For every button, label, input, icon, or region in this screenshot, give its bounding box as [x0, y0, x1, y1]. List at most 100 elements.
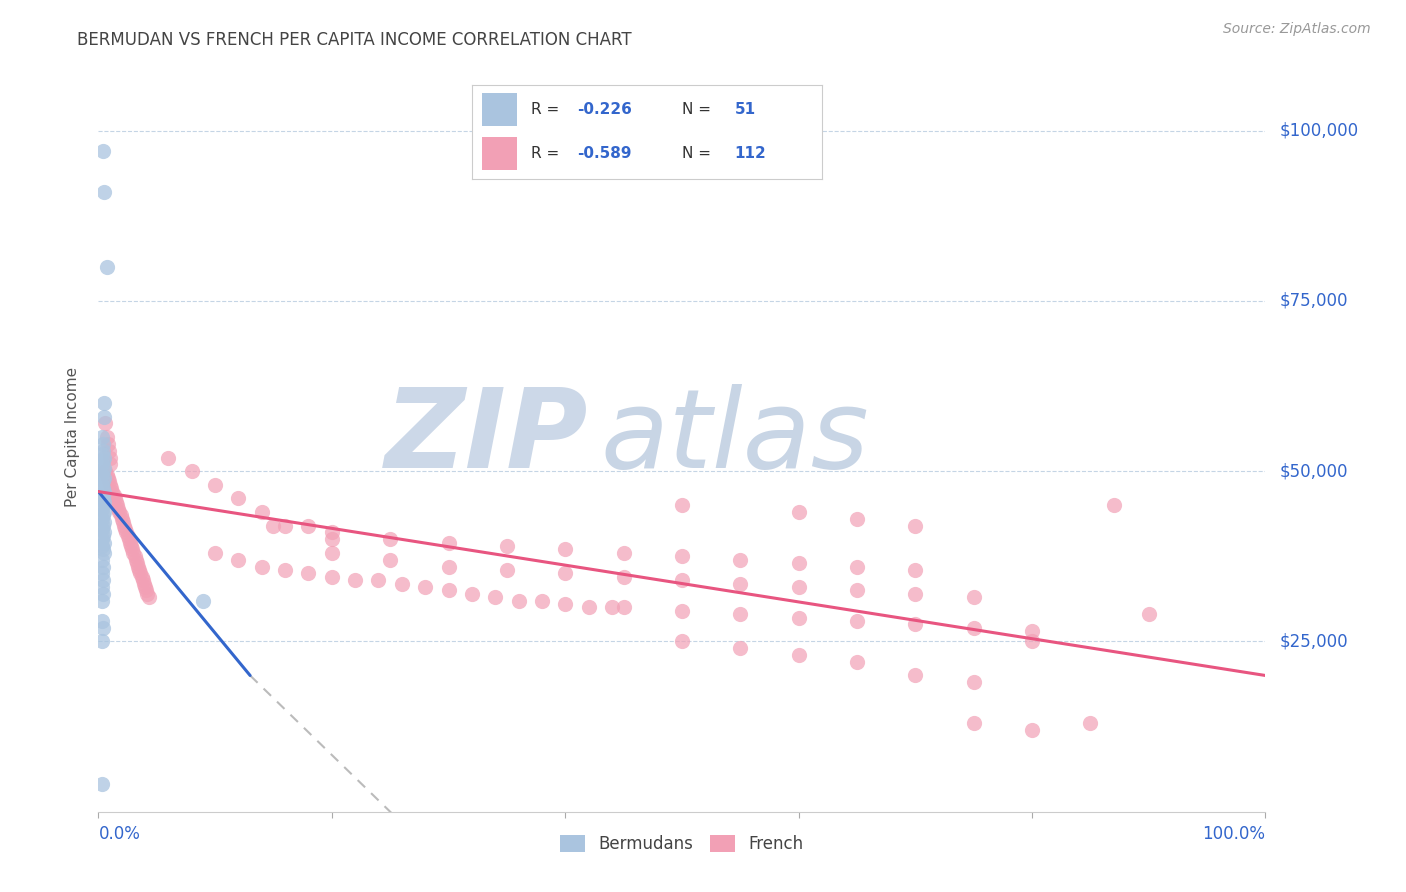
Point: [90, 501, 112, 516]
Point: [484, 590, 506, 604]
Point: [90, 552, 112, 566]
Point: [98, 458, 121, 472]
Point: [554, 566, 576, 581]
Point: [193, 593, 215, 607]
Point: [91, 542, 114, 557]
Point: [787, 610, 810, 624]
Point: [104, 491, 127, 506]
Point: [131, 570, 153, 584]
Point: [496, 539, 519, 553]
Point: [204, 477, 226, 491]
Point: [91, 475, 114, 489]
Point: [120, 539, 142, 553]
Point: [1021, 624, 1043, 639]
Point: [461, 587, 484, 601]
Point: [90, 777, 112, 791]
Point: [613, 570, 636, 584]
Point: [93, 546, 115, 560]
Point: [124, 549, 146, 564]
Point: [1021, 723, 1043, 737]
Point: [1102, 498, 1125, 512]
Point: [111, 515, 134, 529]
Point: [90, 522, 112, 536]
Point: [115, 525, 138, 540]
Point: [129, 566, 152, 581]
Point: [671, 604, 693, 618]
Point: [90, 458, 112, 472]
Point: [437, 559, 460, 574]
Point: [90, 467, 112, 482]
Point: [97, 475, 120, 489]
Point: [132, 576, 155, 591]
Point: [730, 552, 752, 566]
Text: ZIP: ZIP: [385, 384, 589, 491]
Point: [93, 515, 115, 529]
Point: [787, 648, 810, 662]
Point: [96, 430, 118, 444]
Point: [91, 559, 114, 574]
Point: [98, 477, 121, 491]
Point: [846, 583, 869, 598]
Text: $100,000: $100,000: [1279, 121, 1358, 139]
Text: Source: ZipAtlas.com: Source: ZipAtlas.com: [1223, 22, 1371, 37]
Point: [228, 552, 250, 566]
Point: [613, 546, 636, 560]
Point: [125, 556, 148, 570]
Point: [380, 533, 402, 547]
Point: [104, 495, 127, 509]
Point: [787, 556, 810, 570]
Point: [671, 634, 693, 648]
Point: [100, 481, 122, 495]
Point: [90, 512, 112, 526]
Text: 100.0%: 100.0%: [1202, 825, 1265, 844]
Point: [90, 477, 112, 491]
Point: [846, 559, 869, 574]
Point: [96, 260, 118, 274]
Point: [962, 621, 984, 635]
Point: [91, 573, 114, 587]
Point: [496, 563, 519, 577]
Point: [554, 597, 576, 611]
Point: [554, 542, 576, 557]
Point: [787, 505, 810, 519]
Point: [508, 593, 530, 607]
Point: [91, 437, 114, 451]
Point: [93, 505, 115, 519]
Point: [91, 508, 114, 523]
Point: [344, 573, 367, 587]
Point: [962, 675, 984, 690]
Point: [904, 617, 927, 632]
Point: [135, 583, 157, 598]
Point: [274, 518, 297, 533]
Point: [321, 533, 343, 547]
Point: [391, 576, 413, 591]
Text: 0.0%: 0.0%: [98, 825, 141, 844]
Y-axis label: Per Capita Income: Per Capita Income: [65, 367, 80, 508]
Point: [962, 590, 984, 604]
Point: [262, 518, 284, 533]
Text: BERMUDAN VS FRENCH PER CAPITA INCOME CORRELATION CHART: BERMUDAN VS FRENCH PER CAPITA INCOME COR…: [77, 31, 631, 49]
Point: [114, 522, 136, 536]
Point: [157, 450, 180, 465]
Point: [730, 607, 752, 622]
Point: [111, 512, 134, 526]
Point: [118, 533, 141, 547]
Point: [94, 464, 117, 478]
Point: [90, 593, 112, 607]
Point: [97, 443, 120, 458]
Point: [122, 546, 145, 560]
Point: [904, 668, 927, 682]
Point: [321, 525, 343, 540]
Point: [600, 600, 623, 615]
Point: [90, 447, 112, 461]
Point: [204, 546, 226, 560]
Point: [613, 600, 636, 615]
Point: [91, 443, 114, 458]
Point: [107, 501, 129, 516]
Point: [90, 430, 112, 444]
Point: [138, 590, 160, 604]
Point: [437, 535, 460, 549]
Point: [91, 529, 114, 543]
Point: [91, 518, 114, 533]
Point: [91, 491, 114, 506]
